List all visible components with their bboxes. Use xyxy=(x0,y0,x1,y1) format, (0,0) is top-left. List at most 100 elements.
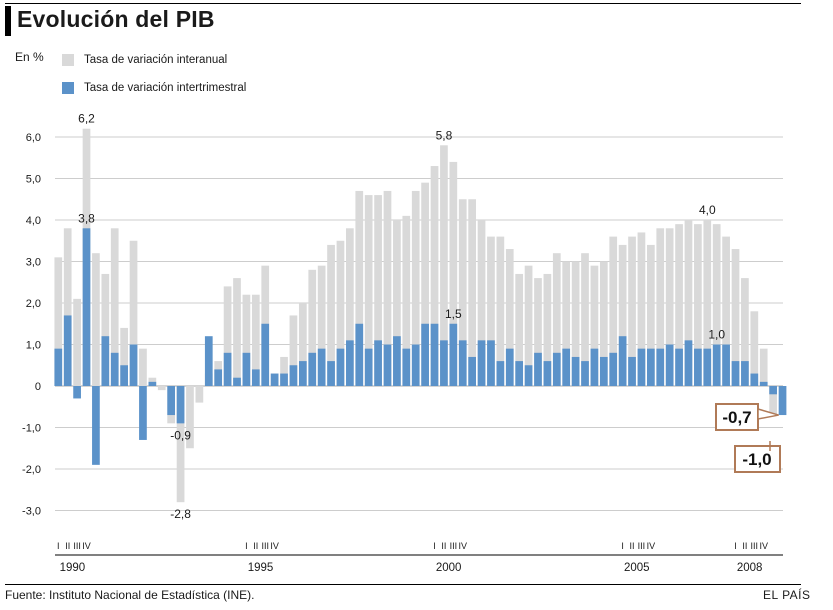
data-label: -0,9 xyxy=(170,428,191,442)
quarterly-bar xyxy=(383,344,392,386)
y-tick-label: 0 xyxy=(35,381,41,393)
quarterly-bar xyxy=(722,344,730,386)
quarterly-bar xyxy=(421,323,429,386)
quarterly-bar xyxy=(251,369,260,386)
quarterly-bar xyxy=(364,348,373,386)
quarterly-bar xyxy=(458,340,467,386)
year-label: 2000 xyxy=(436,562,462,574)
annual-bar xyxy=(571,261,580,386)
quarterly-bar xyxy=(139,386,147,440)
callout-box xyxy=(734,445,781,473)
annual-bar xyxy=(129,240,138,386)
annual-bar xyxy=(628,236,636,386)
quarter-tick-label: III xyxy=(751,541,759,551)
top-rule xyxy=(5,3,801,4)
quarterly-bar xyxy=(280,373,288,386)
callout-label: -0,7 xyxy=(722,408,751,427)
annual-bar xyxy=(609,236,618,386)
annual-bar xyxy=(665,228,674,386)
quarter-tick-label: I xyxy=(621,541,624,551)
quarterly-bar xyxy=(402,348,411,386)
quarterly-bar xyxy=(515,361,524,386)
quarterly-bar xyxy=(449,323,458,386)
quarterly-bar xyxy=(552,352,561,386)
quarterly-bar xyxy=(336,348,345,386)
quarterly-bar xyxy=(233,377,241,386)
annual-bar xyxy=(402,215,411,386)
quarterly-bar xyxy=(694,348,702,386)
quarterly-bar xyxy=(73,386,81,399)
annual-bar xyxy=(195,386,204,403)
annual-bar xyxy=(552,253,561,386)
y-tick-label: 1,0 xyxy=(26,340,41,352)
quarterly-bar xyxy=(628,356,636,386)
callout-box xyxy=(715,403,759,431)
quarter-tick-label: II xyxy=(630,541,635,551)
quarterly-bar xyxy=(665,344,674,386)
y-tick-label: -2,0 xyxy=(22,464,41,476)
annual-bar xyxy=(458,199,467,386)
quarter-tick-label: III xyxy=(261,541,269,551)
annual-bar xyxy=(741,278,749,386)
quarter-tick-label: IV xyxy=(270,541,279,551)
annual-bar xyxy=(92,253,100,386)
annual-bar xyxy=(515,273,524,386)
data-label: 1,0 xyxy=(708,328,725,342)
quarterly-bar xyxy=(204,336,213,386)
annual-bar xyxy=(411,190,420,386)
legend-swatch-annual xyxy=(62,54,74,66)
quarterly-bar xyxy=(599,356,608,386)
quarter-tick-label: IV xyxy=(759,541,768,551)
quarterly-bar xyxy=(355,323,364,386)
annual-bar xyxy=(505,249,514,386)
quarterly-bar xyxy=(468,356,476,386)
quarterly-bar xyxy=(750,373,759,386)
year-label: 1990 xyxy=(60,562,86,574)
annual-bar xyxy=(374,195,382,386)
annual-bar xyxy=(637,232,646,386)
data-label: 6,2 xyxy=(78,112,95,126)
quarterly-bar xyxy=(63,315,72,386)
quarter-tick-label: I xyxy=(57,541,60,551)
quarterly-bar xyxy=(393,336,401,386)
data-label: 1,5 xyxy=(445,307,462,321)
quarterly-bar xyxy=(581,361,589,386)
title-bar-accent xyxy=(5,6,11,36)
legend-item-annual: Tasa de variación interanual xyxy=(62,54,227,66)
y-tick-label: 3,0 xyxy=(26,257,41,269)
quarterly-bar xyxy=(778,386,787,416)
annual-bar xyxy=(487,236,495,386)
y-tick-label: 6,0 xyxy=(26,132,41,144)
quarterly-bar xyxy=(496,361,505,386)
quarterly-bar xyxy=(308,352,317,386)
quarterly-bar xyxy=(571,356,580,386)
annual-bar xyxy=(176,386,185,503)
annual-bar xyxy=(759,348,768,386)
chart-title: Evolución del PIB xyxy=(17,6,215,32)
annual-bar xyxy=(383,190,392,386)
quarterly-bar xyxy=(637,348,646,386)
annual-bar xyxy=(139,348,147,386)
annual-bar xyxy=(712,224,721,386)
callout-label: -1,0 xyxy=(742,450,771,469)
annual-bar xyxy=(251,294,260,386)
annual-bar xyxy=(534,278,542,386)
quarterly-bar xyxy=(327,361,335,386)
data-label: -2,8 xyxy=(170,507,191,521)
bottom-rule xyxy=(5,584,801,585)
annual-bar xyxy=(675,224,683,386)
year-label: 2005 xyxy=(624,562,650,574)
data-label: 5,8 xyxy=(436,128,453,142)
quarter-tick-label: I xyxy=(433,541,436,551)
quarterly-bar xyxy=(270,373,279,386)
source-note: Fuente: Instituto Nacional de Estadístic… xyxy=(5,588,255,602)
quarterly-bar xyxy=(289,365,298,386)
annual-bar xyxy=(430,166,439,386)
quarterly-bar xyxy=(54,348,63,386)
legend-label-annual: Tasa de variación interanual xyxy=(84,54,228,66)
y-tick-label: 4,0 xyxy=(26,215,41,227)
annual-bar xyxy=(327,244,335,386)
y-tick-label: -3,0 xyxy=(22,506,41,518)
quarterly-bar xyxy=(524,365,533,386)
annual-bar xyxy=(449,161,458,386)
